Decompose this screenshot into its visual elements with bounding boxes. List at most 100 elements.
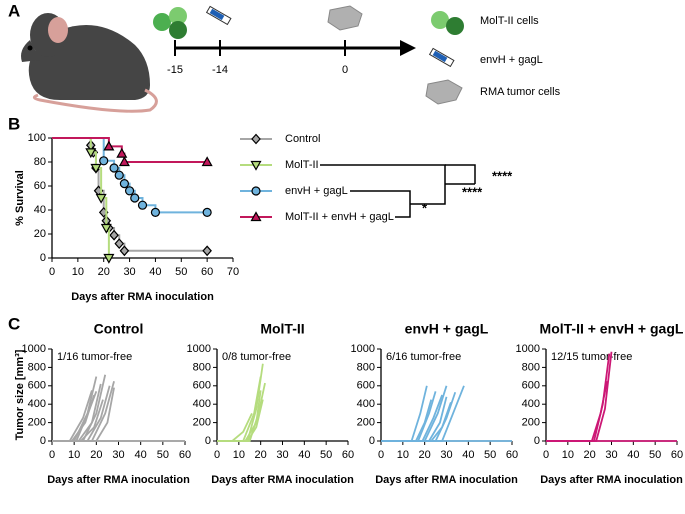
significance-label: * bbox=[422, 200, 428, 215]
annotation: 1/16 tumor-free bbox=[57, 351, 132, 363]
legend-marker bbox=[250, 211, 262, 222]
marker bbox=[202, 245, 212, 257]
y-tick-label: 800 bbox=[28, 361, 46, 373]
marker bbox=[202, 207, 212, 217]
x-tick-label: 0 bbox=[49, 266, 55, 278]
y-tick-label: 0 bbox=[369, 435, 375, 447]
legend-marker bbox=[251, 186, 261, 196]
x-tick-label: 50 bbox=[649, 449, 661, 461]
marker bbox=[95, 193, 107, 204]
legend-label: RMA tumor cells bbox=[480, 86, 561, 98]
x-tick-label: 30 bbox=[123, 266, 135, 278]
marker bbox=[103, 140, 115, 151]
x-tick-label: 30 bbox=[112, 449, 124, 461]
x-tick-label: 60 bbox=[506, 449, 518, 461]
x-tick-label: 40 bbox=[462, 449, 474, 461]
y-tick-label: 200 bbox=[193, 417, 211, 429]
y-tick-label: 1000 bbox=[22, 343, 46, 355]
y-tick-label: 1000 bbox=[187, 343, 211, 355]
annotation: 12/15 tumor-free bbox=[551, 351, 632, 363]
y-tick-label: 0 bbox=[534, 435, 540, 447]
marker bbox=[114, 170, 124, 180]
x-axis-label: Days after RMA inoculation bbox=[540, 474, 683, 486]
y-tick-label: 600 bbox=[193, 380, 211, 392]
timeline-day: 0 bbox=[342, 64, 348, 76]
panel-label: B bbox=[8, 114, 20, 133]
y-tick-label: 800 bbox=[357, 361, 375, 373]
y-tick-label: 800 bbox=[193, 361, 211, 373]
x-tick-label: 70 bbox=[227, 266, 239, 278]
x-tick-label: 20 bbox=[98, 266, 110, 278]
y-tick-label: 200 bbox=[522, 417, 540, 429]
marker bbox=[90, 163, 102, 174]
annotation: 0/8 tumor-free bbox=[222, 351, 291, 363]
x-tick-label: 50 bbox=[157, 449, 169, 461]
x-tick-label: 40 bbox=[135, 449, 147, 461]
x-tick-label: 40 bbox=[627, 449, 639, 461]
x-tick-label: 30 bbox=[276, 449, 288, 461]
x-tick-label: 20 bbox=[90, 449, 102, 461]
x-tick-label: 10 bbox=[233, 449, 245, 461]
y-axis-label: % Survival bbox=[14, 170, 26, 226]
series-line bbox=[381, 385, 465, 442]
significance-bracket bbox=[320, 164, 476, 218]
x-tick-label: 40 bbox=[298, 449, 310, 461]
marker bbox=[103, 253, 115, 264]
y-tick-label: 200 bbox=[28, 417, 46, 429]
x-tick-label: 0 bbox=[543, 449, 549, 461]
y-tick-label: 60 bbox=[34, 180, 46, 192]
chart-title: MolT-II bbox=[260, 321, 304, 337]
x-tick-label: 40 bbox=[149, 266, 161, 278]
mouse-icon bbox=[21, 13, 158, 113]
marker bbox=[124, 186, 135, 196]
marker bbox=[150, 207, 161, 217]
y-tick-label: 600 bbox=[28, 380, 46, 392]
panel-label: C bbox=[8, 314, 20, 333]
marker bbox=[137, 200, 148, 210]
series-line bbox=[381, 402, 452, 442]
x-tick-label: 60 bbox=[201, 266, 213, 278]
y-tick-label: 40 bbox=[34, 204, 46, 216]
marker bbox=[109, 163, 119, 173]
x-axis-label: Days after RMA inoculation bbox=[375, 474, 518, 486]
annotation: 6/16 tumor-free bbox=[386, 351, 461, 363]
series-line bbox=[217, 413, 253, 442]
y-tick-label: 80 bbox=[34, 156, 46, 168]
panel-label: A bbox=[8, 1, 20, 20]
x-tick-label: 50 bbox=[484, 449, 496, 461]
y-tick-label: 600 bbox=[522, 380, 540, 392]
x-axis-label: Days after RMA inoculation bbox=[71, 291, 214, 303]
y-tick-label: 1000 bbox=[516, 343, 540, 355]
series-line bbox=[546, 351, 613, 442]
significance-label: **** bbox=[492, 168, 513, 183]
y-tick-label: 600 bbox=[357, 380, 375, 392]
x-tick-label: 10 bbox=[72, 266, 84, 278]
y-tick-label: 1000 bbox=[351, 343, 375, 355]
x-tick-label: 10 bbox=[397, 449, 409, 461]
chart-title: Control bbox=[94, 321, 144, 337]
x-tick-label: 20 bbox=[255, 449, 267, 461]
series-line bbox=[381, 399, 433, 442]
marker bbox=[85, 148, 97, 159]
legend-label: MolT-II cells bbox=[480, 15, 539, 27]
marker bbox=[130, 193, 140, 203]
marker bbox=[118, 156, 130, 167]
x-tick-label: 60 bbox=[671, 449, 683, 461]
x-tick-label: 60 bbox=[179, 449, 191, 461]
marker bbox=[100, 223, 112, 234]
x-tick-label: 20 bbox=[419, 449, 431, 461]
legend-marker bbox=[250, 160, 262, 171]
x-tick-label: 20 bbox=[584, 449, 596, 461]
y-tick-label: 0 bbox=[40, 435, 46, 447]
y-tick-label: 400 bbox=[28, 398, 46, 410]
y-tick-label: 20 bbox=[34, 228, 46, 240]
y-tick-label: 0 bbox=[40, 252, 46, 264]
y-tick-label: 400 bbox=[522, 398, 540, 410]
marker bbox=[99, 156, 109, 166]
y-tick-label: 400 bbox=[357, 398, 375, 410]
x-axis-label: Days after RMA inoculation bbox=[47, 474, 190, 486]
marker bbox=[114, 238, 125, 250]
marker bbox=[119, 179, 130, 189]
x-tick-label: 50 bbox=[175, 266, 187, 278]
